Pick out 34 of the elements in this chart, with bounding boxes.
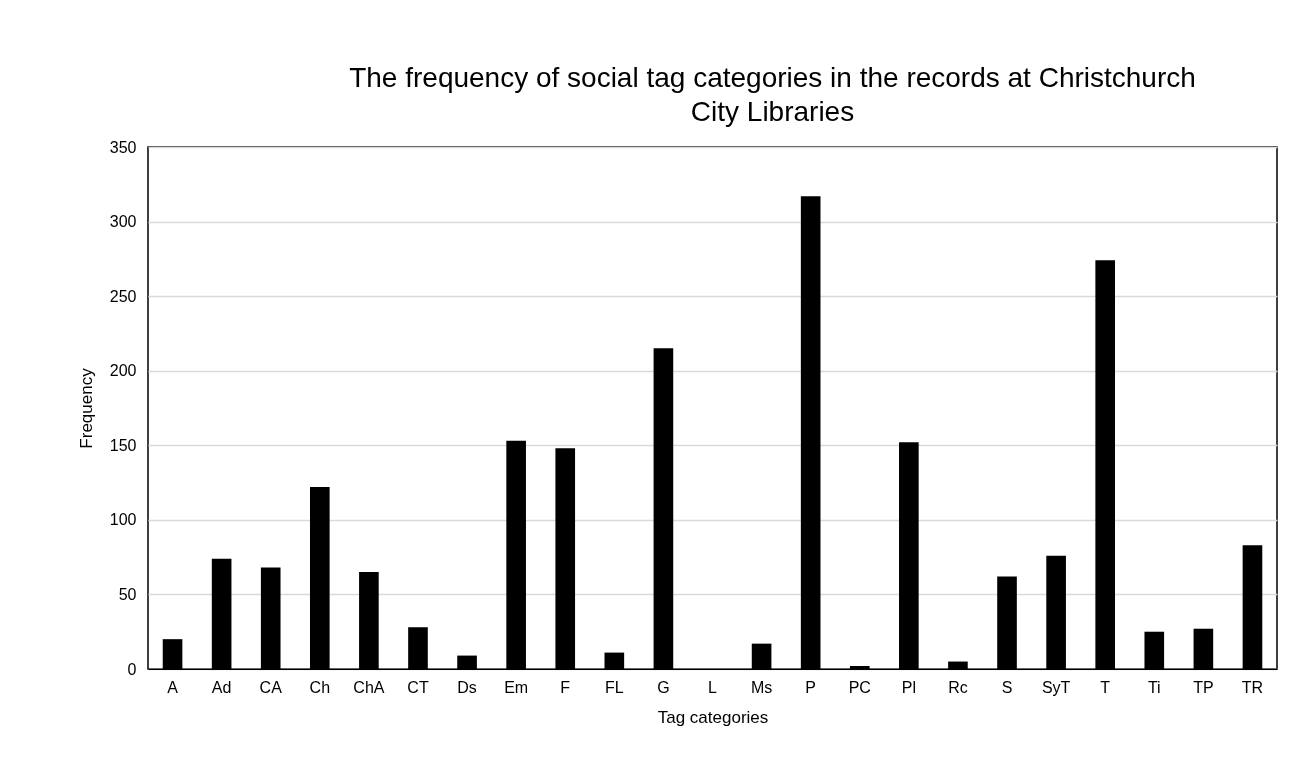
x-tick-label: CA [259, 678, 283, 696]
x-tick-label: Ch [309, 678, 331, 696]
x-tick-label: G [657, 678, 670, 696]
y-tick-label: 50 [118, 585, 137, 603]
x-tick-label: Ad [211, 678, 232, 696]
x-tick-label: S [1001, 678, 1013, 696]
x-tick-label: Pl [901, 678, 916, 696]
x-tick-label: Ti [1147, 678, 1161, 696]
x-tick-label: L [708, 678, 718, 696]
y-tick-label: 0 [127, 660, 137, 678]
x-tick-label: Em [504, 678, 529, 696]
y-tick-label: 300 [109, 213, 137, 231]
x-tick-label: P [805, 678, 817, 696]
y-tick-label: 200 [109, 362, 137, 380]
x-tick-label: Rc [948, 678, 968, 696]
x-tick-label: CT [407, 678, 429, 696]
x-tick-label: F [560, 678, 571, 696]
y-tick-label: 350 [109, 138, 137, 156]
x-tick-label: Ms [750, 678, 773, 696]
y-axis-title: Frequency [76, 367, 96, 449]
x-tick-label: Ds [457, 678, 477, 696]
x-axis-title: Tag categories [657, 707, 769, 727]
x-tick-label: T [1100, 678, 1111, 696]
y-tick-label: 250 [109, 287, 137, 305]
x-tick-label: SyT [1041, 678, 1071, 696]
x-tick-label: PC [848, 678, 871, 696]
x-tick-label: TP [1193, 678, 1214, 696]
x-tick-label: TR [1241, 678, 1264, 696]
y-tick-label: 100 [109, 511, 137, 529]
x-tick-label: A [167, 678, 179, 696]
y-tick-label: 150 [109, 436, 137, 454]
x-tick-label: FL [604, 678, 624, 696]
x-tick-label: ChA [353, 678, 385, 696]
chart-title: The frequency of social tag categories in the records at Christchurch City Libraries [349, 62, 1196, 127]
